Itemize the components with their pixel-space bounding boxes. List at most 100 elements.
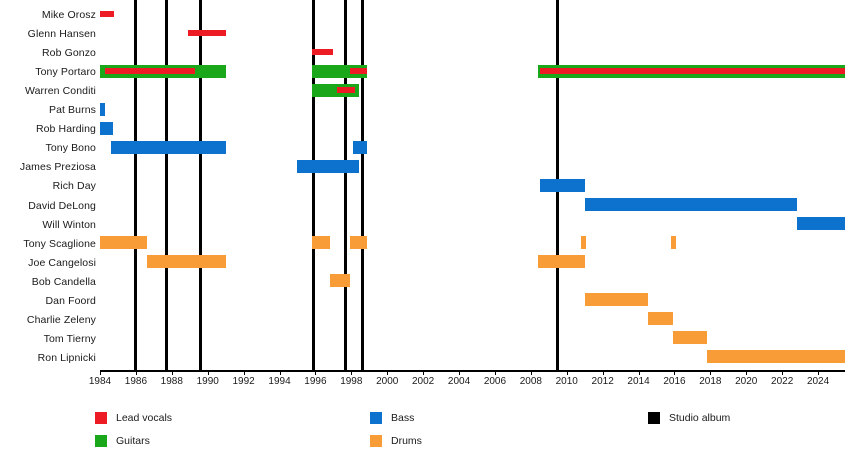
timeline-bar xyxy=(353,140,368,154)
timeline-bar xyxy=(581,236,587,250)
timeline-bar xyxy=(100,236,147,250)
row-label-glenn-hansen: Glenn Hansen xyxy=(27,28,96,41)
x-tick-label-2024: 2024 xyxy=(806,376,830,387)
timeline-bar xyxy=(311,236,330,250)
legend-swatch-icon xyxy=(95,435,107,447)
row-label-ron-lipnicki: Ron Lipnicki xyxy=(37,351,96,364)
x-tick xyxy=(135,370,137,375)
studio-album-marker xyxy=(199,0,203,370)
x-tick xyxy=(674,370,676,375)
x-tick-label-2000: 2000 xyxy=(376,376,399,387)
legend-item-lead-vocals: Lead vocals xyxy=(95,412,172,424)
x-tick-label-2006: 2006 xyxy=(483,376,507,387)
timeline-bar xyxy=(538,255,585,269)
x-tick xyxy=(351,370,353,375)
x-tick xyxy=(100,370,101,375)
legend-item-drums: Drums xyxy=(370,435,422,447)
row-label-dan-foord: Dan Foord xyxy=(45,294,96,307)
row-label-will-winton: Will Winton xyxy=(42,218,96,231)
x-tick xyxy=(566,370,568,375)
legend-swatch-icon xyxy=(95,412,107,424)
x-tick xyxy=(171,370,173,375)
studio-album-marker xyxy=(134,0,138,370)
row-label-david-delong: David DeLong xyxy=(28,199,96,212)
studio-album-marker xyxy=(312,0,316,370)
row-label-tony-portaro: Tony Portaro xyxy=(35,66,96,79)
x-tick-label-1990: 1990 xyxy=(196,376,219,387)
legend-label: Bass xyxy=(391,412,415,424)
x-tick-label-1984: 1984 xyxy=(88,376,112,387)
row-label-joe-cangelosi: Joe Cangelosi xyxy=(28,256,96,269)
x-tick xyxy=(746,370,748,375)
timeline-bar xyxy=(796,217,845,231)
row-label-bob-candella: Bob Candella xyxy=(31,275,96,288)
x-tick-label-1998: 1998 xyxy=(340,376,363,387)
timeline-bar xyxy=(349,68,368,74)
row-label-warren-conditi: Warren Conditi xyxy=(24,85,96,98)
timeline-bar xyxy=(584,293,648,307)
row-label-pat-burns: Pat Burns xyxy=(48,104,96,117)
x-tick xyxy=(530,370,532,375)
x-tick-label-2016: 2016 xyxy=(663,376,686,387)
legend-swatch-icon xyxy=(370,435,382,447)
timeline-bar xyxy=(706,350,845,364)
x-tick xyxy=(782,370,784,375)
x-tick xyxy=(207,370,209,375)
x-tick xyxy=(243,370,245,375)
timeline-bar xyxy=(100,102,106,116)
x-tick xyxy=(494,370,496,375)
x-tick xyxy=(818,370,820,375)
timeline-bar xyxy=(647,312,673,326)
timeline-bar xyxy=(110,140,226,154)
legend-item-bass: Bass xyxy=(370,412,414,424)
row-label-mike-orosz: Mike Orosz xyxy=(41,9,96,21)
x-tick xyxy=(459,370,461,375)
timeline-bar xyxy=(297,159,359,173)
legend-item-guitars: Guitars xyxy=(95,435,150,447)
row-label-tony-bono: Tony Bono xyxy=(45,142,96,155)
x-tick-label-2010: 2010 xyxy=(555,376,578,387)
x-tick-label-2012: 2012 xyxy=(591,376,614,387)
studio-album-marker xyxy=(360,0,364,370)
timeline-bar xyxy=(311,64,368,78)
timeline-bar xyxy=(311,83,359,97)
legend-item-studio-album: Studio album xyxy=(648,412,730,424)
x-tick-label-2002: 2002 xyxy=(412,376,435,387)
row-label-charlie-zeleny: Charlie Zeleny xyxy=(26,313,96,326)
x-tick xyxy=(710,370,712,375)
timeline-bar xyxy=(336,87,355,93)
row-label-rob-gonzo: Rob Gonzo xyxy=(41,47,96,60)
timeline-bar xyxy=(539,178,585,192)
row-label-tom-tierny: Tom Tierny xyxy=(43,332,96,345)
x-tick-label-2008: 2008 xyxy=(519,376,542,387)
timeline-bar xyxy=(539,68,845,74)
x-tick xyxy=(602,370,604,375)
x-tick-label-2020: 2020 xyxy=(735,376,758,387)
x-tick xyxy=(387,370,389,375)
legend-label: Drums xyxy=(391,435,422,447)
studio-album-marker xyxy=(344,0,348,370)
timeline-bar xyxy=(311,49,334,55)
legend-label: Lead vocals xyxy=(116,412,173,424)
x-tick xyxy=(315,370,317,375)
x-tick xyxy=(423,370,425,375)
x-tick-label-2022: 2022 xyxy=(771,376,794,387)
x-tick-label-2018: 2018 xyxy=(699,376,722,387)
x-tick-label-1994: 1994 xyxy=(268,376,291,387)
row-label-james-preziosa: James Preziosa xyxy=(19,161,96,174)
x-tick xyxy=(279,370,281,375)
timeline-bar xyxy=(105,68,196,74)
timeline-bar xyxy=(584,198,797,211)
timeline-bar xyxy=(146,255,226,269)
row-label-column: Mike Orosz Glenn Hansen Rob Gonzo Tony Port… xyxy=(0,0,96,380)
legend-label: Guitars xyxy=(116,435,150,447)
plot-area xyxy=(100,0,845,370)
timeline-bar xyxy=(349,236,368,250)
x-tick-label-1992: 1992 xyxy=(232,376,255,387)
x-tick-label-1988: 1988 xyxy=(160,376,183,387)
row-label-rob-harding: Rob Harding xyxy=(35,123,96,136)
x-tick-label-1996: 1996 xyxy=(304,376,327,387)
row-label-rich-day: Rich Day xyxy=(52,180,96,193)
studio-album-marker xyxy=(164,0,168,370)
